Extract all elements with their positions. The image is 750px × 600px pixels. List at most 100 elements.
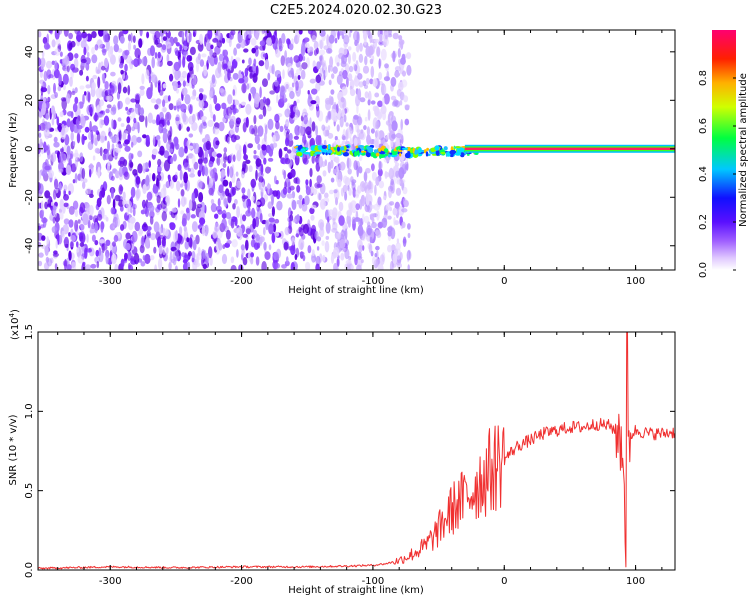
noise-speckle: [347, 53, 351, 65]
noise-speckle: [365, 167, 371, 174]
noise-speckle: [258, 114, 264, 120]
noise-speckle: [192, 142, 197, 150]
noise-speckle: [199, 59, 205, 67]
noise-speckle: [346, 157, 350, 170]
noise-speckle: [373, 203, 380, 211]
noise-speckle: [191, 257, 195, 263]
noise-speckle: [84, 57, 91, 65]
noise-speckle: [345, 129, 348, 142]
noise-speckle: [95, 87, 102, 99]
noise-speckle: [77, 101, 80, 114]
snr-x-axis-label: Height of straight line (km): [288, 585, 424, 596]
noise-speckle: [247, 188, 251, 200]
noise-speckle: [393, 99, 399, 107]
noise-speckle: [245, 103, 252, 115]
noise-speckle: [68, 32, 73, 40]
noise-speckle: [298, 199, 303, 209]
noise-speckle: [136, 136, 142, 143]
signal-speckle: [425, 151, 429, 157]
noise-speckle: [222, 244, 226, 250]
noise-speckle: [72, 103, 78, 113]
noise-speckle: [117, 100, 121, 111]
spectrogram-x-tick-label: 100: [626, 276, 645, 287]
noise-speckle: [286, 149, 292, 154]
noise-speckle: [190, 214, 196, 219]
signal-speckle: [430, 147, 436, 153]
noise-speckle: [148, 204, 155, 212]
noise-speckle: [264, 132, 267, 143]
noise-speckle: [45, 60, 53, 69]
chart-title: C2E5.2024.020.02.30.G23: [270, 3, 442, 18]
noise-speckle: [346, 126, 353, 139]
noise-speckle: [99, 146, 103, 157]
noise-speckle: [40, 224, 45, 229]
noise-speckle: [175, 230, 178, 242]
noise-speckle: [51, 118, 55, 126]
noise-speckle: [38, 57, 42, 67]
noise-speckle: [41, 209, 45, 215]
noise-speckle: [381, 217, 388, 228]
noise-speckle: [122, 50, 128, 60]
noise-speckle: [236, 249, 239, 258]
noise-speckle: [62, 73, 69, 85]
noise-speckle: [239, 145, 242, 154]
noise-speckle: [85, 189, 88, 196]
noise-speckle: [85, 75, 89, 82]
noise-speckle: [229, 181, 232, 189]
noise-speckle: [314, 230, 319, 240]
signal-speckle: [314, 147, 319, 151]
noise-speckle: [365, 194, 370, 206]
noise-speckle: [150, 233, 156, 241]
noise-speckle: [302, 254, 306, 262]
snr-y-tick-label: 1.5: [24, 324, 35, 340]
noise-speckle: [371, 163, 375, 172]
noise-speckle: [274, 80, 279, 87]
noise-speckle: [195, 56, 201, 65]
noise-speckle: [111, 253, 117, 265]
noise-speckle: [230, 30, 236, 36]
noise-speckle: [174, 214, 178, 221]
noise-speckle: [74, 149, 79, 161]
noise-speckle: [372, 78, 378, 88]
noise-speckle: [168, 103, 174, 111]
noise-speckle: [189, 173, 196, 178]
noise-speckle: [98, 30, 104, 37]
noise-speckle: [291, 82, 295, 88]
noise-speckle: [70, 235, 76, 242]
noise-speckle: [254, 134, 260, 145]
noise-speckle: [264, 186, 268, 192]
noise-speckle: [125, 242, 131, 251]
noise-speckle: [238, 103, 241, 110]
noise-speckle: [125, 232, 131, 240]
noise-speckle: [40, 200, 44, 211]
noise-speckle: [191, 154, 196, 165]
noise-speckle: [186, 126, 190, 132]
noise-speckle: [274, 232, 280, 237]
spectrogram-y-tick-label: 20: [24, 94, 35, 107]
noise-speckle: [336, 103, 339, 114]
noise-speckle: [65, 93, 71, 104]
noise-speckle: [138, 58, 142, 65]
noise-speckle: [302, 56, 306, 61]
noise-speckle: [262, 96, 267, 104]
noise-speckle: [329, 215, 332, 221]
noise-speckle: [199, 162, 203, 173]
noise-speckle: [89, 193, 94, 198]
noise-speckle: [188, 133, 194, 138]
noise-speckle: [173, 105, 177, 111]
noise-speckle: [68, 205, 75, 215]
noise-speckle: [232, 203, 236, 210]
snr-x-tick-label: -100: [362, 576, 385, 587]
noise-speckle: [328, 189, 334, 195]
noise-speckle: [243, 48, 249, 53]
noise-speckle: [264, 98, 271, 106]
noise-speckle: [384, 85, 387, 95]
noise-speckle: [38, 31, 42, 38]
noise-speckle: [216, 153, 222, 158]
noise-speckle: [152, 185, 159, 194]
noise-speckle: [255, 256, 260, 266]
noise-speckle: [169, 179, 175, 189]
noise-speckle: [225, 188, 230, 197]
noise-speckle: [228, 120, 234, 125]
noise-speckle: [157, 180, 161, 190]
